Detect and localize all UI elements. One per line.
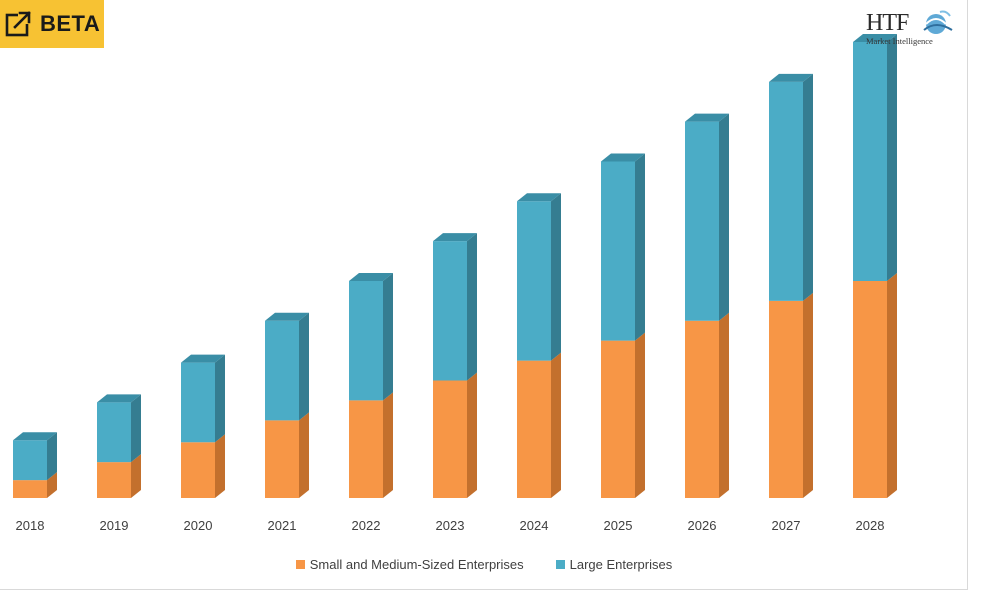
bar-sme-side-2028: [887, 272, 897, 498]
legend-swatch-large: [555, 560, 565, 569]
x-tick-label: 2023: [436, 518, 465, 533]
bar-large-side-2021: [299, 312, 309, 421]
bar-top-2021: [265, 312, 309, 321]
bar-large-2024: [517, 201, 551, 361]
bar-top-2024: [517, 193, 561, 202]
bar-sme-2023: [433, 380, 467, 498]
bar-large-side-2019: [131, 394, 141, 463]
external-link-icon: [5, 11, 32, 37]
x-tick-label: 2022: [352, 518, 381, 533]
x-tick-label: 2028: [856, 518, 885, 533]
bar-top-2022: [349, 272, 393, 281]
htf-logo: HTF Market Intelligence: [862, 6, 962, 48]
bar-large-2022: [349, 280, 383, 401]
bar-large-side-2025: [635, 153, 645, 341]
bar-sme-2020: [181, 442, 215, 498]
bar-large-side-2022: [383, 272, 393, 401]
bars-layer: [13, 33, 897, 498]
bar-sme-side-2027: [803, 292, 813, 498]
bar-sme-2018: [13, 480, 47, 498]
bar-large-side-2028: [887, 33, 897, 281]
x-tick-label: 2026: [688, 518, 717, 533]
bar-large-2021: [265, 320, 299, 421]
bar-sme-2024: [517, 360, 551, 498]
bar-sme-side-2021: [299, 412, 309, 498]
bar-large-side-2027: [803, 73, 813, 301]
legend-item-large: Large Enterprises: [555, 557, 673, 572]
bar-sme-side-2020: [215, 434, 225, 498]
bar-large-2023: [433, 241, 467, 381]
bar-sme-side-2023: [467, 372, 477, 498]
bar-sme-2021: [265, 420, 299, 498]
bar-large-2026: [685, 121, 719, 321]
bar-large-side-2020: [215, 354, 225, 443]
bar-top-2019: [97, 394, 141, 403]
bar-large-2027: [769, 81, 803, 301]
bar-sme-side-2022: [383, 392, 393, 498]
bar-sme-side-2018: [47, 472, 57, 498]
bar-sme-2022: [349, 400, 383, 498]
bar-sme-side-2024: [551, 352, 561, 498]
bar-sme-2025: [601, 340, 635, 498]
bar-large-2028: [853, 41, 887, 281]
logo-main-text: HTF: [866, 10, 909, 36]
legend-label-sme: Small and Medium-Sized Enterprises: [309, 557, 524, 572]
logo-sub-text: Market Intelligence: [866, 36, 933, 46]
x-axis-ticks: 2018 2019 2020 2021 2022 2023 2024 2025 2026 2027…: [16, 518, 885, 533]
x-tick-label: 2021: [268, 518, 297, 533]
bar-large-2025: [601, 161, 635, 341]
beta-badge[interactable]: BETA: [0, 0, 104, 48]
bar-top-2025: [601, 153, 645, 162]
bar-top-2027: [769, 73, 813, 82]
globe-icon: [923, 10, 953, 34]
x-tick-label: 2025: [604, 518, 633, 533]
chart-frame: [0, 0, 968, 590]
bar-top-2026: [685, 113, 729, 122]
beta-label: BETA: [40, 11, 101, 36]
bar-sme-2019: [97, 462, 131, 498]
bar-sme-2027: [769, 300, 803, 498]
bar-large-2019: [97, 402, 131, 463]
x-tick-label: 2024: [520, 518, 549, 533]
bar-sme-2026: [685, 320, 719, 498]
bar-large-side-2023: [467, 233, 477, 381]
bar-sme-side-2025: [635, 332, 645, 498]
bar-large-side-2024: [551, 193, 561, 361]
bar-top-2028: [853, 33, 897, 42]
legend-label-large: Large Enterprises: [569, 557, 673, 572]
x-tick-label: 2020: [184, 518, 213, 533]
x-tick-label: 2019: [100, 518, 129, 533]
legend-item-sme: Small and Medium-Sized Enterprises: [295, 557, 524, 572]
bar-large-2020: [181, 362, 215, 443]
bar-top-2018: [13, 432, 57, 441]
bar-large-side-2018: [47, 432, 57, 481]
bar-large-side-2026: [719, 113, 729, 321]
bar-sme-side-2019: [131, 454, 141, 498]
bar-sme-2028: [853, 280, 887, 498]
x-tick-label: 2018: [16, 518, 45, 533]
legend: Small and Medium-Sized Enterprises Large…: [0, 557, 968, 572]
bar-top-2020: [181, 354, 225, 363]
legend-swatch-sme: [295, 560, 305, 569]
bar-sme-side-2026: [719, 312, 729, 498]
x-tick-label: 2027: [772, 518, 801, 533]
bar-large-2018: [13, 440, 47, 481]
bar-chart: 2018 2019 2020 2021 2022 2023 2024 2025 2026 2027…: [13, 33, 897, 533]
bar-top-2023: [433, 233, 477, 242]
